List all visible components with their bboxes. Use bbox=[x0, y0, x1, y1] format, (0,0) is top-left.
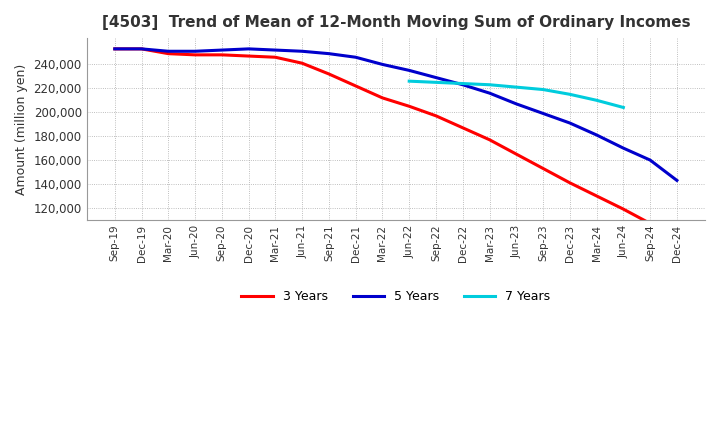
7 Years bbox=[432, 80, 441, 85]
3 Years bbox=[191, 52, 199, 58]
3 Years bbox=[405, 104, 413, 109]
3 Years bbox=[593, 193, 601, 198]
5 Years bbox=[325, 51, 333, 56]
5 Years bbox=[405, 68, 413, 73]
3 Years bbox=[138, 46, 146, 51]
5 Years bbox=[164, 49, 173, 54]
3 Years bbox=[619, 206, 628, 212]
5 Years bbox=[217, 48, 226, 53]
5 Years bbox=[539, 111, 547, 116]
3 Years bbox=[351, 83, 360, 88]
Line: 5 Years: 5 Years bbox=[114, 49, 677, 180]
5 Years bbox=[351, 55, 360, 60]
5 Years bbox=[244, 46, 253, 51]
3 Years bbox=[512, 151, 521, 157]
3 Years bbox=[378, 95, 387, 101]
3 Years bbox=[110, 46, 119, 51]
3 Years bbox=[164, 51, 173, 56]
Y-axis label: Amount (million yen): Amount (million yen) bbox=[15, 63, 28, 194]
3 Years bbox=[244, 53, 253, 59]
5 Years bbox=[459, 82, 467, 88]
5 Years bbox=[110, 46, 119, 51]
3 Years bbox=[565, 180, 574, 185]
5 Years bbox=[191, 49, 199, 54]
3 Years bbox=[298, 61, 307, 66]
5 Years bbox=[565, 121, 574, 126]
3 Years bbox=[646, 221, 654, 226]
5 Years bbox=[672, 178, 681, 183]
5 Years bbox=[512, 101, 521, 106]
Line: 3 Years: 3 Years bbox=[114, 49, 650, 224]
3 Years bbox=[459, 125, 467, 130]
7 Years bbox=[485, 82, 494, 88]
5 Years bbox=[619, 146, 628, 151]
3 Years bbox=[539, 166, 547, 171]
7 Years bbox=[619, 105, 628, 110]
5 Years bbox=[432, 75, 441, 80]
7 Years bbox=[459, 81, 467, 86]
Line: 7 Years: 7 Years bbox=[409, 81, 624, 107]
3 Years bbox=[217, 52, 226, 58]
5 Years bbox=[271, 48, 279, 53]
7 Years bbox=[512, 84, 521, 90]
3 Years bbox=[432, 113, 441, 118]
5 Years bbox=[378, 62, 387, 67]
7 Years bbox=[593, 98, 601, 103]
5 Years bbox=[298, 49, 307, 54]
3 Years bbox=[325, 71, 333, 77]
5 Years bbox=[646, 158, 654, 163]
5 Years bbox=[138, 46, 146, 51]
7 Years bbox=[565, 92, 574, 97]
3 Years bbox=[271, 55, 279, 60]
7 Years bbox=[405, 78, 413, 84]
7 Years bbox=[539, 87, 547, 92]
5 Years bbox=[593, 132, 601, 138]
Legend: 3 Years, 5 Years, 7 Years: 3 Years, 5 Years, 7 Years bbox=[236, 285, 555, 308]
3 Years bbox=[485, 137, 494, 143]
Title: [4503]  Trend of Mean of 12-Month Moving Sum of Ordinary Incomes: [4503] Trend of Mean of 12-Month Moving … bbox=[102, 15, 690, 30]
5 Years bbox=[485, 91, 494, 96]
